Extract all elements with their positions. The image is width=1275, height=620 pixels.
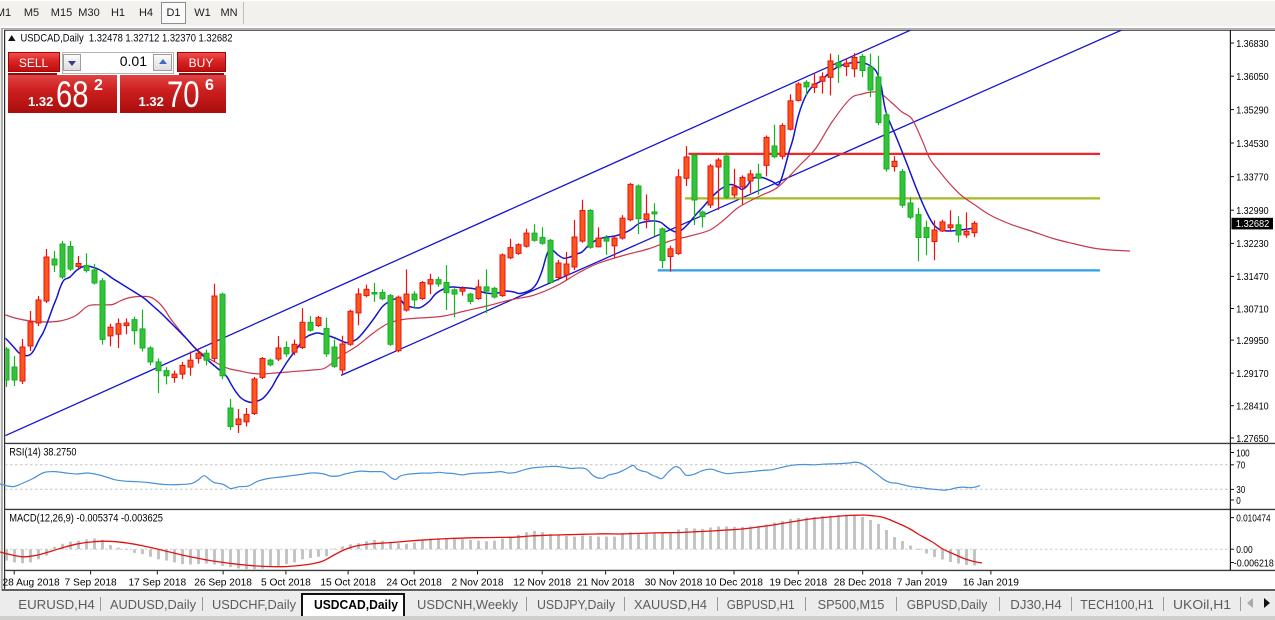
svg-text:5 Oct 2018: 5 Oct 2018 (261, 578, 311, 589)
svg-text:SP500,M15: SP500,M15 (818, 597, 885, 612)
svg-text:AUDUSD,Daily: AUDUSD,Daily (110, 597, 196, 612)
svg-text:28 Aug 2018: 28 Aug 2018 (3, 578, 61, 589)
svg-text:17 Sep 2018: 17 Sep 2018 (128, 578, 186, 589)
svg-text:USDCHF,Daily: USDCHF,Daily (212, 597, 296, 612)
svg-text:1.32990: 1.32990 (1236, 206, 1269, 217)
svg-text:1.34530: 1.34530 (1236, 139, 1269, 150)
svg-text:21 Nov 2018: 21 Nov 2018 (577, 578, 635, 589)
svg-text:15 Oct 2018: 15 Oct 2018 (320, 578, 376, 589)
svg-text:RSI(14) 38.2750: RSI(14) 38.2750 (9, 447, 76, 459)
svg-text:0.00: 0.00 (1236, 545, 1253, 556)
svg-text:7 Sep 2018: 7 Sep 2018 (65, 578, 117, 589)
svg-text:30: 30 (1236, 485, 1245, 496)
svg-text:30 Nov 2018: 30 Nov 2018 (645, 578, 703, 589)
svg-text:0.010474: 0.010474 (1236, 513, 1271, 524)
svg-text:XAUUSD,H4: XAUUSD,H4 (634, 597, 707, 612)
svg-text:GBPUSD,Daily: GBPUSD,Daily (907, 597, 988, 612)
svg-text:19 Dec 2018: 19 Dec 2018 (769, 578, 827, 589)
svg-text:EURUSD,H4: EURUSD,H4 (18, 597, 95, 612)
svg-text:12 Nov 2018: 12 Nov 2018 (513, 578, 571, 589)
svg-text:1.36830: 1.36830 (1236, 39, 1269, 50)
svg-text:1.31470: 1.31470 (1236, 272, 1269, 283)
svg-text:MACD(12,26,9) -0.005374 -0.003: MACD(12,26,9) -0.005374 -0.003625 (9, 513, 163, 525)
svg-text:1.30710: 1.30710 (1236, 304, 1269, 315)
svg-text:1.32230: 1.32230 (1236, 239, 1269, 250)
svg-text:TECH100,H1: TECH100,H1 (1080, 597, 1153, 612)
svg-text:7 Jan 2019: 7 Jan 2019 (897, 578, 948, 589)
svg-text:1.32682: 1.32682 (1236, 219, 1270, 230)
svg-text:USDCNH,Weekly: USDCNH,Weekly (417, 597, 518, 612)
svg-text:1.33770: 1.33770 (1236, 172, 1269, 183)
svg-text:USDJPY,Daily: USDJPY,Daily (537, 597, 615, 612)
svg-text:GBPUSD,H1: GBPUSD,H1 (727, 597, 795, 612)
svg-text:16 Jan 2019: 16 Jan 2019 (963, 578, 1019, 589)
svg-text:1.29950: 1.29950 (1236, 336, 1269, 347)
svg-text:26 Sep 2018: 26 Sep 2018 (194, 578, 252, 589)
svg-text:100: 100 (1236, 448, 1250, 459)
svg-text:1.29170: 1.29170 (1236, 369, 1269, 380)
svg-text:1.35290: 1.35290 (1236, 105, 1269, 116)
svg-text:USDCAD,Daily: USDCAD,Daily (314, 597, 399, 612)
svg-text:DJ30,H4: DJ30,H4 (1010, 597, 1061, 612)
svg-text:0: 0 (1236, 496, 1241, 507)
svg-text:UKOil,H1: UKOil,H1 (1173, 597, 1231, 612)
svg-text:10 Dec 2018: 10 Dec 2018 (705, 578, 763, 589)
svg-text:28 Dec 2018: 28 Dec 2018 (834, 578, 892, 589)
svg-text:1.36050: 1.36050 (1236, 72, 1269, 83)
svg-text:1.27650: 1.27650 (1236, 434, 1269, 445)
svg-text:2 Nov 2018: 2 Nov 2018 (451, 578, 503, 589)
svg-text:1.28410: 1.28410 (1236, 402, 1269, 413)
svg-text:24 Oct 2018: 24 Oct 2018 (386, 578, 442, 589)
svg-text:-0.006218: -0.006218 (1234, 558, 1274, 569)
svg-text:70: 70 (1236, 461, 1245, 472)
svg-text:USDCAD,Daily 1.32478 1.32712: USDCAD,Daily 1.32478 1.32712 1.32370 1.3… (21, 33, 233, 45)
